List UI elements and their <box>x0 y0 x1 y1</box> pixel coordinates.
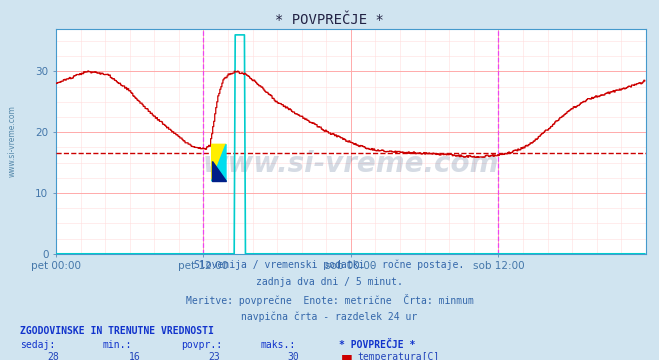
Text: www.si-vreme.com: www.si-vreme.com <box>203 150 499 178</box>
Text: * POVPREČJE *: * POVPREČJE * <box>339 340 416 350</box>
Text: zadnja dva dni / 5 minut.: zadnja dva dni / 5 minut. <box>256 277 403 287</box>
Text: ZGODOVINSKE IN TRENUTNE VREDNOSTI: ZGODOVINSKE IN TRENUTNE VREDNOSTI <box>20 326 214 336</box>
Text: maks.:: maks.: <box>260 340 295 350</box>
Text: Meritve: povprečne  Enote: metrične  Črta: minmum: Meritve: povprečne Enote: metrične Črta:… <box>186 294 473 306</box>
Text: povpr.:: povpr.: <box>181 340 222 350</box>
Text: www.si-vreme.com: www.si-vreme.com <box>7 105 16 177</box>
Text: 30: 30 <box>287 352 299 360</box>
Text: sedaj:: sedaj: <box>20 340 55 350</box>
Text: navpična črta - razdelek 24 ur: navpična črta - razdelek 24 ur <box>241 312 418 322</box>
Text: Slovenija / vremenski podatki - ročne postaje.: Slovenija / vremenski podatki - ročne po… <box>194 260 465 270</box>
Polygon shape <box>212 144 226 181</box>
Polygon shape <box>212 144 226 181</box>
Text: * POVPREČJE *: * POVPREČJE * <box>275 13 384 27</box>
Text: 16: 16 <box>129 352 141 360</box>
Text: ■: ■ <box>341 352 353 360</box>
Text: 28: 28 <box>47 352 59 360</box>
Text: temperatura[C]: temperatura[C] <box>358 352 440 360</box>
Polygon shape <box>212 161 226 181</box>
Text: 23: 23 <box>208 352 220 360</box>
Text: min.:: min.: <box>102 340 132 350</box>
